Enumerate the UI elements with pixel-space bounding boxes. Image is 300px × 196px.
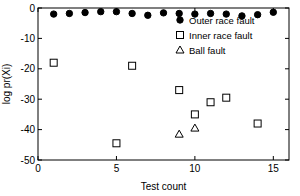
point <box>50 11 56 17</box>
x-tick-label: 0 <box>35 163 41 174</box>
y-tick-right <box>285 99 289 100</box>
legend-marker <box>177 17 183 23</box>
legend-marker <box>177 32 184 39</box>
points <box>50 8 276 146</box>
y-tick-right <box>285 160 289 161</box>
x-tick <box>273 156 274 160</box>
legend-label: Inner race fault <box>189 30 253 41</box>
chart: 0 5 10 15 0 -10 -20 -30 -40 -50 Test count log pr(X… <box>0 0 300 196</box>
point <box>191 111 198 118</box>
point <box>129 10 135 16</box>
point <box>176 87 183 94</box>
y-tick-label: -30 <box>21 94 36 105</box>
y-tick <box>38 99 42 100</box>
point <box>254 120 261 127</box>
y-tick <box>38 160 42 161</box>
point <box>66 10 72 16</box>
point <box>175 130 183 137</box>
x-tick-label: 10 <box>189 163 201 174</box>
x-tick-top <box>38 8 39 12</box>
x-tick <box>194 156 195 160</box>
point <box>129 62 136 69</box>
x-tick <box>38 156 39 160</box>
point <box>98 8 104 14</box>
y-tick-right <box>285 38 289 39</box>
y-tick-label: -20 <box>21 63 36 74</box>
y-tick-label: 0 <box>29 3 35 14</box>
y-tick-right <box>285 129 289 130</box>
x-tick <box>116 156 117 160</box>
point <box>50 59 57 66</box>
point <box>113 8 119 14</box>
y-axis-label: log pr(Xi) <box>1 64 12 105</box>
legend-label: Outer race fault <box>189 15 255 26</box>
y-tick <box>38 8 42 9</box>
legend-marker <box>176 46 184 53</box>
point <box>254 11 260 17</box>
point <box>223 94 230 101</box>
point <box>270 9 276 15</box>
y-tick-label: -10 <box>21 33 36 44</box>
y-tick-label: -40 <box>21 124 36 135</box>
point <box>191 124 199 131</box>
x-tick-label: 5 <box>114 163 120 174</box>
y-tick <box>38 129 42 130</box>
y-tick-right <box>285 8 289 9</box>
point <box>207 99 214 106</box>
legend-label: Ball fault <box>189 45 226 56</box>
plot-frame <box>38 8 289 160</box>
point <box>113 140 120 147</box>
point <box>160 10 166 16</box>
y-tick-label: -50 <box>21 155 36 166</box>
point <box>145 12 151 18</box>
x-axis-label: Test count <box>141 181 187 192</box>
point <box>176 10 182 16</box>
x-tick-label: 15 <box>268 163 280 174</box>
point <box>82 9 88 15</box>
y-tick <box>38 68 42 69</box>
legend: Outer race fault Inner race fault Ball fau… <box>176 15 255 56</box>
y-tick-right <box>285 68 289 69</box>
y-tick <box>38 38 42 39</box>
